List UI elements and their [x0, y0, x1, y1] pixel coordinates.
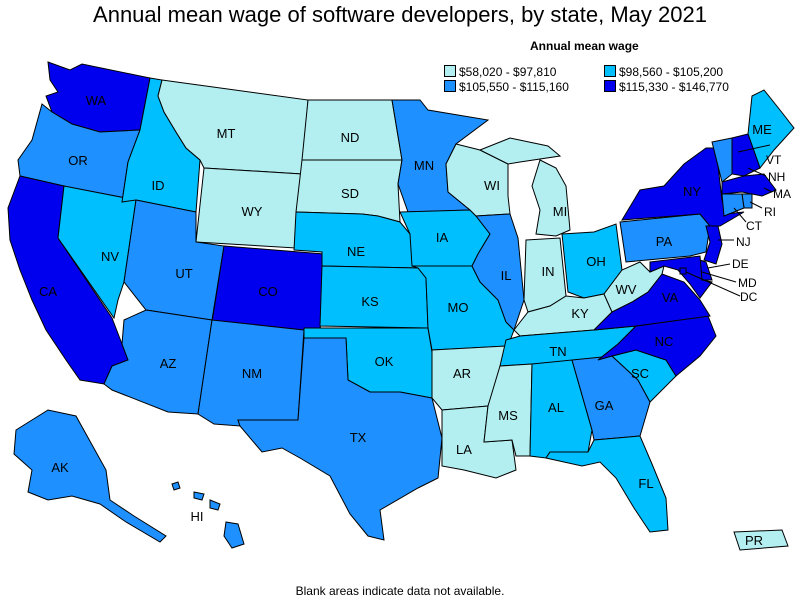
label-mt: MT	[217, 126, 236, 141]
leader-dc	[685, 271, 741, 297]
label-sc: SC	[631, 366, 649, 381]
legend-swatch-3	[444, 80, 456, 92]
map-title: Annual mean wage of software developers,…	[93, 2, 707, 27]
label-ri: RI	[764, 205, 776, 219]
leader-ri	[749, 201, 763, 209]
label-nv: NV	[101, 249, 119, 264]
leader-ma	[763, 187, 773, 193]
leader-md	[701, 271, 737, 283]
label-il: IL	[501, 268, 512, 283]
leader-de	[707, 263, 731, 269]
footer-note: Blank areas indicate data not available.	[295, 584, 505, 598]
legend-item-1: $58,020 - $97,810	[444, 65, 556, 79]
state-ct[interactable]	[721, 193, 745, 217]
state-fl[interactable]	[545, 435, 669, 533]
label-ar: AR	[453, 366, 471, 381]
label-or: OR	[68, 153, 88, 168]
state-nc[interactable]	[597, 315, 717, 377]
label-ma: MA	[773, 187, 791, 201]
label-md: MD	[738, 276, 757, 290]
label-nc: NC	[655, 334, 674, 349]
legend-item-4: $115,330 - $146,770	[604, 80, 729, 94]
label-nh: NH	[768, 170, 785, 184]
label-wi: WI	[484, 178, 500, 193]
state-il[interactable]	[471, 213, 525, 331]
leader-vt	[737, 144, 771, 153]
state-pr[interactable]	[733, 529, 789, 551]
legend-swatch-1	[444, 65, 456, 77]
label-wy: WY	[242, 204, 263, 219]
label-va: VA	[662, 290, 679, 305]
label-in: IN	[542, 264, 555, 279]
state-me[interactable]	[747, 89, 795, 170]
label-dc: DC	[740, 290, 758, 304]
label-tx: TX	[350, 430, 367, 445]
label-la: LA	[456, 442, 472, 457]
label-mn: MN	[414, 158, 434, 173]
label-ms: MS	[498, 408, 518, 423]
label-de: DE	[732, 257, 749, 271]
state-tx[interactable]	[237, 337, 443, 541]
legend-label-3: $105,550 - $115,160	[459, 80, 569, 94]
label-al: AL	[548, 400, 564, 415]
label-wa: WA	[86, 93, 107, 108]
leader-ct	[733, 207, 747, 223]
label-mi: MI	[553, 204, 567, 219]
label-az: AZ	[160, 356, 177, 371]
label-nj: NJ	[736, 235, 751, 249]
label-nd: ND	[341, 130, 360, 145]
legend-item-2: $98,560 - $105,200	[604, 65, 723, 79]
label-pa: PA	[656, 234, 673, 249]
legend-label-4: $115,330 - $146,770	[619, 80, 729, 94]
label-vt: VT	[766, 153, 782, 167]
label-oh: OH	[586, 254, 606, 269]
label-fl: FL	[638, 476, 653, 491]
label-mo: MO	[448, 300, 469, 315]
legend-swatch-4	[604, 80, 616, 92]
label-co: CO	[258, 284, 278, 299]
label-ga: GA	[595, 398, 614, 413]
label-nm: NM	[242, 366, 262, 381]
label-ia: IA	[436, 230, 449, 245]
label-ne: NE	[347, 244, 365, 259]
state-md[interactable]	[649, 255, 713, 299]
label-ok: OK	[375, 354, 394, 369]
label-ut: UT	[175, 266, 192, 281]
label-ca: CA	[39, 284, 57, 299]
legend-label-2: $98,560 - $105,200	[619, 65, 724, 79]
state-nj[interactable]	[703, 225, 723, 265]
state-hi[interactable]	[171, 481, 245, 549]
legend-title: Annual mean wage	[530, 39, 639, 53]
label-ak: AK	[51, 460, 69, 475]
legend-label-1: $58,020 - $97,810	[459, 65, 557, 79]
label-me: ME	[752, 122, 772, 137]
label-sd: SD	[341, 186, 359, 201]
state-wv[interactable]	[603, 261, 665, 313]
label-ks: KS	[361, 294, 379, 309]
state-mi[interactable]	[478, 137, 571, 237]
state-ca[interactable]	[7, 175, 129, 385]
label-ky: KY	[571, 306, 589, 321]
label-tn: TN	[549, 344, 566, 359]
label-pr: PR	[745, 533, 763, 548]
state-nh[interactable]	[731, 133, 761, 177]
legend-swatch-2	[604, 65, 616, 77]
label-hi: HI	[191, 509, 204, 524]
label-ny: NY	[683, 184, 701, 199]
label-wv: WV	[616, 282, 637, 297]
state-dc[interactable]	[679, 267, 687, 275]
label-ct: CT	[746, 219, 763, 233]
state-ak[interactable]	[13, 409, 167, 543]
label-id: ID	[152, 178, 165, 193]
legend-item-3: $105,550 - $115,160	[444, 80, 569, 94]
leader-nh	[747, 167, 767, 177]
